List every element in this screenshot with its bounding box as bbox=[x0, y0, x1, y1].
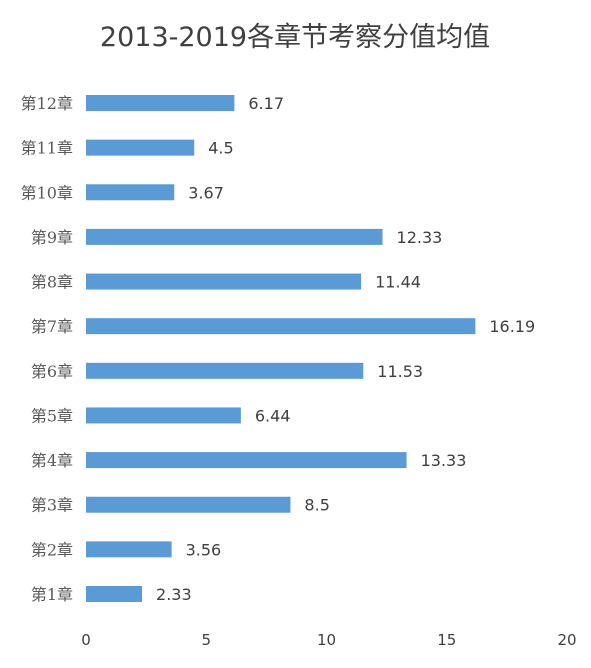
bar bbox=[86, 541, 172, 558]
category-label: 第3章 bbox=[31, 496, 73, 515]
bar bbox=[86, 273, 362, 290]
data-label: 3.67 bbox=[188, 183, 224, 202]
data-label: 6.44 bbox=[255, 406, 291, 425]
data-label: 16.19 bbox=[489, 317, 535, 336]
data-label: 2.33 bbox=[156, 585, 192, 604]
bar bbox=[86, 586, 143, 602]
x-tick-label: 5 bbox=[201, 631, 211, 649]
category-label: 第9章 bbox=[31, 228, 73, 247]
x-tick-label: 15 bbox=[437, 631, 456, 649]
data-label: 12.33 bbox=[397, 228, 443, 247]
data-label: 8.5 bbox=[304, 496, 329, 515]
category-label: 第11章 bbox=[21, 139, 73, 158]
category-label: 第4章 bbox=[31, 451, 73, 470]
category-label: 第6章 bbox=[31, 362, 73, 381]
data-label: 6.17 bbox=[248, 94, 284, 113]
data-label: 11.53 bbox=[377, 362, 423, 381]
bar bbox=[86, 95, 235, 111]
bar bbox=[86, 318, 476, 335]
data-labels: 6.17 4.5 3.67 12.33 11.44 16.19 11.53 6.44 13.33… bbox=[156, 94, 535, 604]
category-label: 第7章 bbox=[31, 317, 73, 336]
data-label: 13.33 bbox=[421, 451, 467, 470]
data-label: 3.56 bbox=[186, 540, 222, 559]
data-label: 4.5 bbox=[208, 139, 233, 158]
category-label: 第10章 bbox=[21, 183, 73, 202]
bar bbox=[86, 452, 407, 469]
category-label: 第8章 bbox=[31, 273, 73, 292]
category-label: 第2章 bbox=[31, 540, 73, 559]
bars-layer bbox=[86, 95, 476, 602]
bar bbox=[86, 228, 383, 245]
x-tick-label: 20 bbox=[557, 631, 576, 649]
bar bbox=[86, 407, 241, 424]
category-label: 第12章 bbox=[21, 94, 73, 113]
x-tick-label: 0 bbox=[81, 631, 91, 649]
category-label: 第5章 bbox=[31, 406, 73, 425]
bar bbox=[86, 362, 364, 379]
chart-title: 2013-2019各章节考察分值均值 bbox=[100, 22, 490, 53]
bar bbox=[86, 139, 195, 156]
bar bbox=[86, 496, 291, 513]
x-axis-ticks: 0 5 10 15 20 bbox=[81, 631, 576, 649]
category-label: 第1章 bbox=[31, 585, 73, 604]
data-label: 11.44 bbox=[375, 273, 421, 292]
bar bbox=[86, 184, 175, 201]
x-tick-label: 10 bbox=[317, 631, 336, 649]
